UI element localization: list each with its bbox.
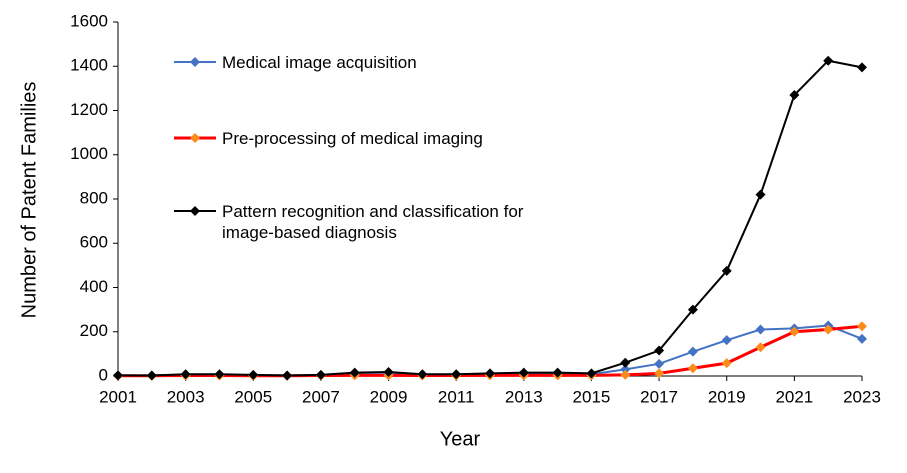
legend-item: Pattern recognition and classification f… [172, 201, 562, 243]
point [586, 368, 596, 378]
y-tick-label: 800 [80, 188, 108, 207]
y-axis-label: Number of Patent Families [18, 82, 40, 319]
point [857, 321, 867, 331]
x-tick-label: 2021 [775, 387, 813, 406]
legend-marker [190, 57, 200, 67]
legend-label: Medical image acquisition [222, 52, 417, 73]
y-tick-label: 1400 [70, 56, 108, 75]
y-tick-label: 600 [80, 233, 108, 252]
point [688, 347, 698, 357]
x-tick-label: 2001 [99, 387, 137, 406]
x-tick-label: 2005 [234, 387, 272, 406]
point [756, 342, 766, 352]
y-tick-label: 1200 [70, 100, 108, 119]
y-tick-label: 400 [80, 277, 108, 296]
x-tick-label: 2023 [843, 387, 881, 406]
point [857, 334, 867, 344]
point [181, 369, 191, 379]
legend-item: Pre-processing of medical imaging [172, 128, 483, 149]
legend-marker [190, 206, 200, 216]
point [620, 358, 630, 368]
point [756, 190, 766, 200]
x-tick-label: 2013 [505, 387, 543, 406]
point [214, 369, 224, 379]
x-tick-label: 2015 [573, 387, 611, 406]
y-tick-label: 200 [80, 321, 108, 340]
legend-swatch [172, 128, 218, 149]
point [113, 370, 123, 380]
x-tick-label: 2009 [370, 387, 408, 406]
legend-marker [190, 133, 200, 143]
point [722, 335, 732, 345]
legend-swatch [172, 52, 218, 73]
point [857, 62, 867, 72]
x-tick-label: 2003 [167, 387, 205, 406]
legend-item: Medical image acquisition [172, 52, 417, 73]
y-tick-label: 1000 [70, 144, 108, 163]
legend-swatch [172, 201, 218, 222]
x-axis-label: Year [440, 428, 481, 450]
point [654, 368, 664, 378]
x-tick-label: 2019 [708, 387, 746, 406]
point [620, 370, 630, 380]
y-tick-label: 0 [99, 365, 108, 384]
point [756, 325, 766, 335]
point [147, 371, 157, 381]
y-tick-label: 1600 [70, 11, 108, 30]
point [248, 370, 258, 380]
point [654, 359, 664, 369]
point [722, 358, 732, 368]
point [417, 369, 427, 379]
legend-label: Pattern recognition and classification f… [222, 201, 562, 243]
point [688, 363, 698, 373]
x-tick-label: 2007 [302, 387, 340, 406]
point [316, 370, 326, 380]
x-tick-label: 2017 [640, 387, 678, 406]
legend-label: Pre-processing of medical imaging [222, 128, 483, 149]
point [282, 371, 292, 381]
x-tick-label: 2011 [438, 387, 475, 406]
point [451, 369, 461, 379]
